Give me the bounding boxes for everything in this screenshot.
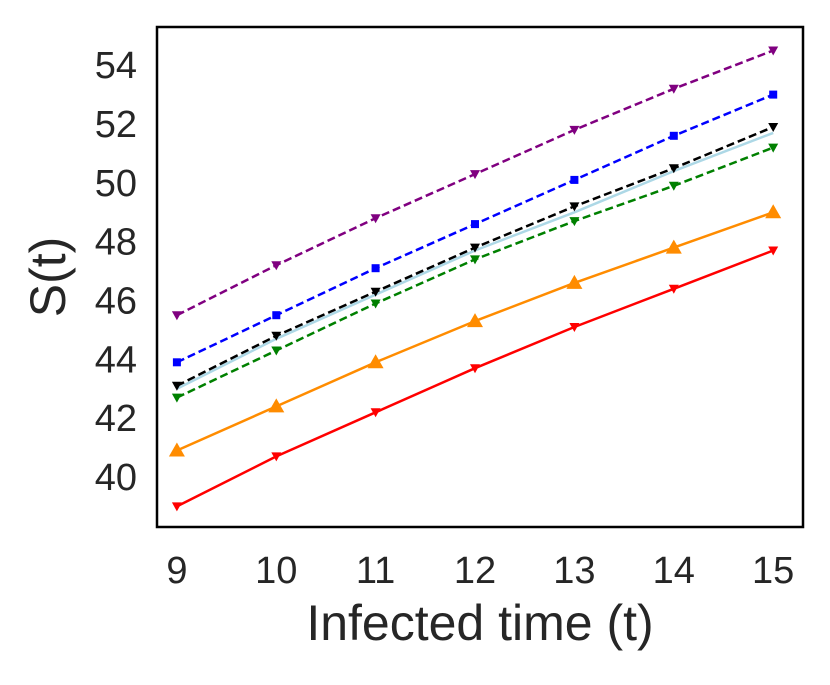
data-point-red [470,364,480,374]
series-green [171,143,779,403]
data-point-purple [171,311,182,321]
data-point-green [569,217,580,227]
data-point-black [768,123,779,132]
data-point-green [271,346,282,356]
data-point-black [370,287,381,297]
data-point-blue [471,220,479,229]
data-point-orange [268,398,285,413]
y-tick-label: 48 [95,222,137,264]
y-tick-labels: 40 42 44 46 48 50 52 54 [95,45,137,499]
data-point-black [470,243,480,253]
data-point-orange [168,442,185,457]
data-point-blue [272,311,281,320]
x-tick-labels: 9 10 11 12 13 14 15 [166,550,794,592]
data-point-blue [371,264,380,273]
series-blue [172,90,778,367]
data-point-purple [470,170,480,180]
data-point-blue [172,358,181,367]
data-point-green [768,143,779,153]
y-tick-label: 44 [95,339,137,381]
series-layer [168,46,782,512]
y-tick-label: 54 [95,45,137,87]
x-tick-label: 14 [653,550,695,592]
x-tick-label: 10 [255,550,297,592]
data-point-red [569,323,580,332]
x-tick-label: 12 [454,550,496,592]
data-point-orange [467,313,483,328]
data-point-green [470,255,480,265]
plot-frame [155,25,805,529]
y-tick-label: 46 [95,281,137,323]
data-point-purple [768,46,779,56]
data-point-red [668,284,679,294]
data-point-green [171,393,182,403]
data-point-black [271,331,282,341]
y-tick-label: 52 [95,104,137,146]
data-point-orange [665,239,682,254]
data-point-red [171,502,182,512]
data-point-black [668,164,679,174]
y-tick-label: 42 [95,398,137,440]
data-point-orange [367,354,384,369]
data-point-purple [668,84,679,94]
data-point-red [370,408,381,418]
x-axis-label: Infected time (t) [306,595,653,651]
data-point-purple [271,261,282,271]
data-point-blue [570,175,579,184]
series-orange [168,204,782,457]
data-point-green [668,181,679,191]
data-point-blue [669,131,678,140]
x-tick-label: 9 [166,550,187,592]
y-tick-label: 50 [95,163,137,205]
data-point-purple [569,125,580,135]
y-tick-label: 40 [95,457,137,499]
y-axis-label: S(t) [20,237,76,318]
data-point-black [171,381,182,391]
data-point-orange [566,274,583,289]
x-tick-label: 15 [752,550,794,592]
series-red [171,246,779,512]
data-point-orange [765,204,782,219]
series-purple [171,46,779,321]
data-point-black [569,202,580,212]
data-point-blue [769,90,778,99]
x-tick-label: 11 [356,550,395,592]
x-tick-label: 13 [553,550,595,592]
data-point-purple [370,214,381,224]
data-point-green [370,299,381,309]
data-point-red [271,452,282,462]
data-point-red [768,246,779,256]
series-black [171,123,779,391]
